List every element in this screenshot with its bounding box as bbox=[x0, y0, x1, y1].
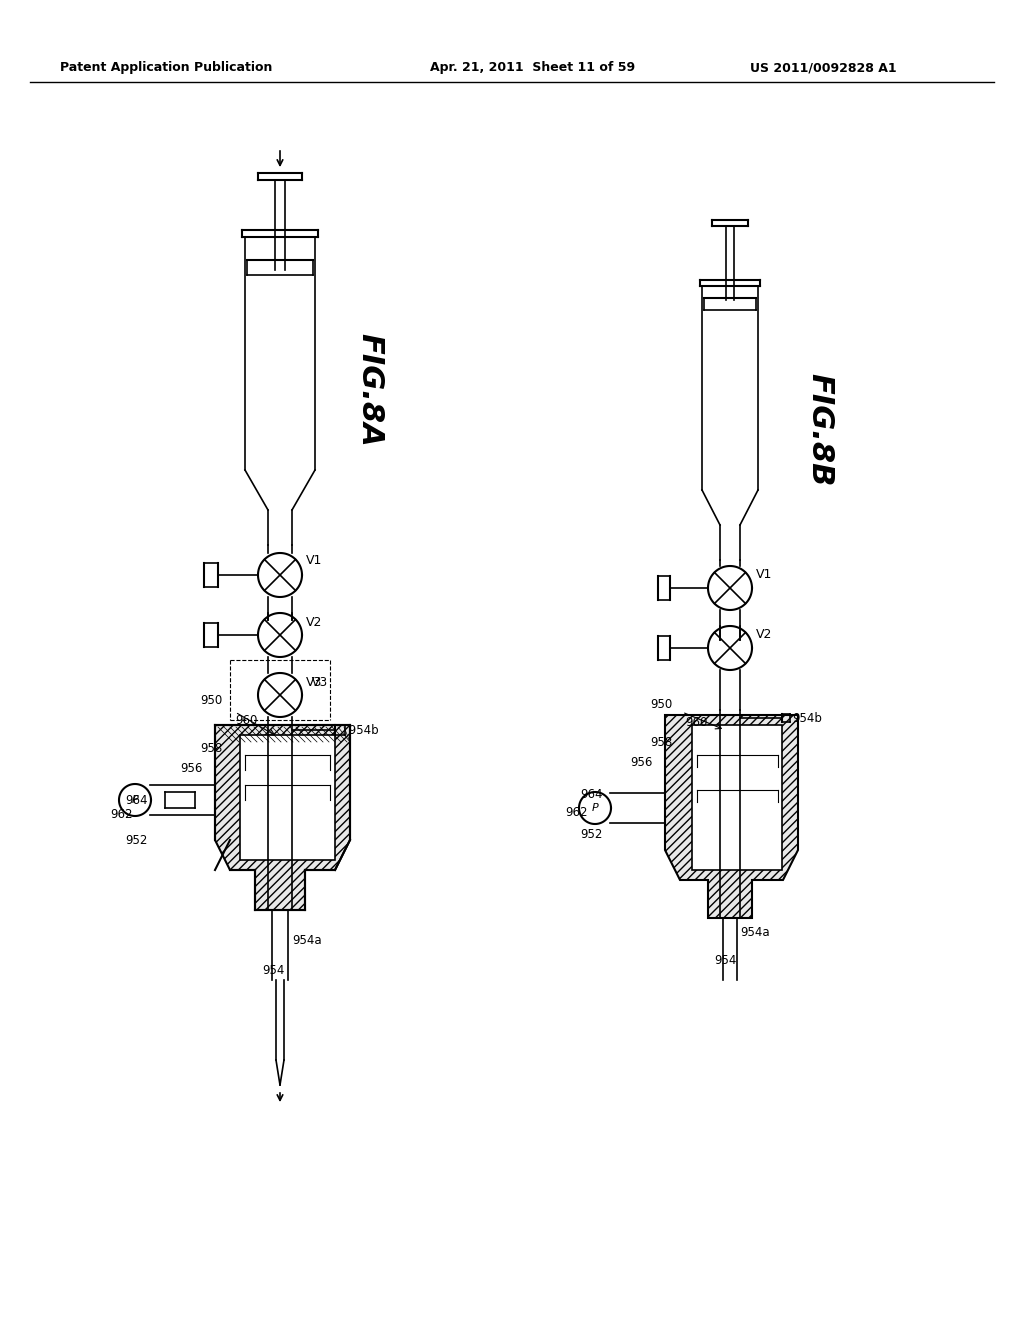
Text: 960: 960 bbox=[234, 714, 257, 726]
Text: 950: 950 bbox=[200, 693, 222, 706]
Text: 952: 952 bbox=[125, 833, 147, 846]
Text: 964: 964 bbox=[580, 788, 602, 801]
Text: Apr. 21, 2011  Sheet 11 of 59: Apr. 21, 2011 Sheet 11 of 59 bbox=[430, 62, 635, 74]
Text: 954: 954 bbox=[714, 953, 736, 966]
Text: 954b: 954b bbox=[792, 711, 822, 725]
Text: 954: 954 bbox=[262, 964, 285, 977]
Text: 956: 956 bbox=[630, 755, 652, 768]
Text: 958: 958 bbox=[200, 742, 222, 755]
Text: 952: 952 bbox=[580, 829, 602, 842]
Text: 962: 962 bbox=[565, 805, 588, 818]
Text: V2: V2 bbox=[306, 615, 323, 628]
Polygon shape bbox=[665, 715, 798, 917]
Text: P: P bbox=[592, 803, 598, 813]
Text: 954a: 954a bbox=[740, 925, 770, 939]
Text: V3: V3 bbox=[308, 676, 327, 689]
Text: 954b: 954b bbox=[345, 723, 379, 737]
Polygon shape bbox=[240, 735, 335, 861]
Text: FIG.8B: FIG.8B bbox=[805, 374, 834, 487]
Text: V3: V3 bbox=[306, 676, 323, 689]
Text: Patent Application Publication: Patent Application Publication bbox=[60, 62, 272, 74]
Text: V1: V1 bbox=[756, 569, 772, 582]
Polygon shape bbox=[215, 725, 350, 909]
Text: V1: V1 bbox=[306, 553, 323, 566]
Polygon shape bbox=[692, 725, 782, 870]
Text: 950: 950 bbox=[650, 698, 672, 711]
Text: 960: 960 bbox=[685, 715, 708, 729]
Text: 958: 958 bbox=[650, 735, 672, 748]
Text: 956: 956 bbox=[180, 762, 203, 775]
Text: V2: V2 bbox=[756, 628, 772, 642]
Text: P: P bbox=[132, 795, 138, 805]
Text: 964: 964 bbox=[125, 793, 147, 807]
Text: 954a: 954a bbox=[292, 933, 322, 946]
Text: 962: 962 bbox=[110, 808, 132, 821]
Text: US 2011/0092828 A1: US 2011/0092828 A1 bbox=[750, 62, 897, 74]
Text: FIG.8A: FIG.8A bbox=[355, 333, 384, 447]
